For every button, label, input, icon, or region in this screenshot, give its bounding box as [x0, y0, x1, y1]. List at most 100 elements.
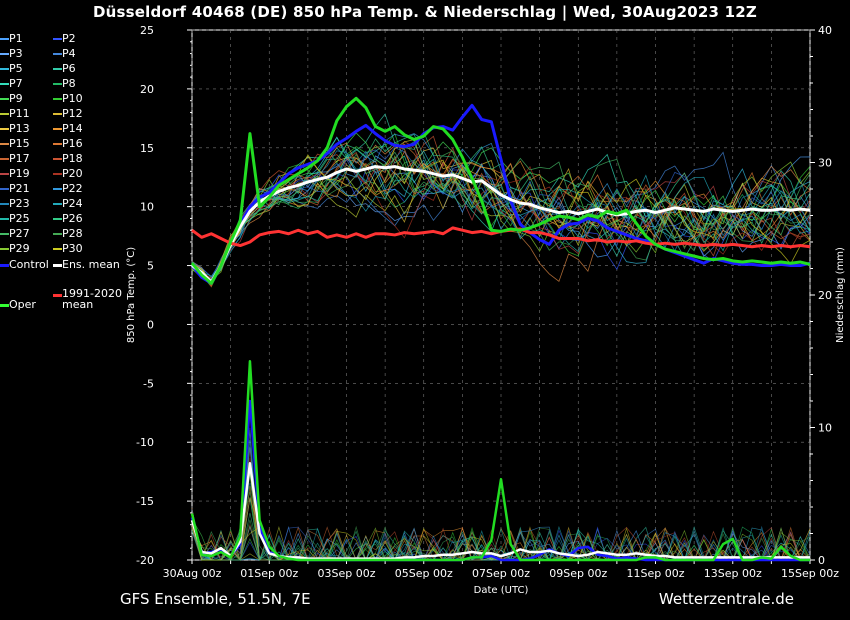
- legend-label: P12: [62, 107, 83, 120]
- y2-tick-label: 20: [818, 289, 832, 302]
- legend-label: P11: [9, 107, 30, 120]
- legend-label: Oper: [9, 298, 36, 311]
- y-tick-label: -10: [136, 436, 154, 449]
- member-temp-line: [191, 136, 811, 283]
- legend-swatch: [0, 203, 9, 205]
- legend-label: P26: [62, 212, 83, 225]
- legend-swatch: [0, 68, 9, 70]
- legend-swatch: [53, 98, 62, 100]
- legend-label: P29: [9, 242, 30, 255]
- legend-item: P29: [0, 242, 30, 256]
- member-temp-line: [191, 157, 811, 288]
- y-tick-label: 0: [147, 318, 154, 331]
- y2-tick-label: 0: [818, 554, 825, 567]
- legend-label: P14: [62, 122, 83, 135]
- legend-swatch: [53, 248, 62, 250]
- legend-item: P26: [53, 212, 83, 226]
- legend-swatch: [53, 143, 62, 145]
- legend-swatch: [53, 173, 62, 175]
- legend-swatch: [0, 263, 9, 267]
- legend-item: P19: [0, 167, 30, 181]
- legend-label: P15: [9, 137, 30, 150]
- legend-item: P30: [53, 242, 83, 256]
- legend-swatch: [53, 38, 62, 40]
- y2-tick-label: 10: [818, 422, 832, 435]
- legend-item: P8: [53, 77, 76, 91]
- legend-swatch: [0, 233, 9, 235]
- legend-swatch: [0, 158, 9, 160]
- source-credit: Wetterzentrale.de: [658, 590, 794, 608]
- legend-label: P18: [62, 152, 83, 165]
- member-temp-line: [191, 150, 811, 283]
- legend-swatch: [53, 158, 62, 160]
- y2-axis-label: Niederschlag (mm): [835, 247, 846, 343]
- legend-label: P7: [9, 77, 23, 90]
- x-tick-label: 09Sep 00z: [549, 567, 607, 580]
- legend-item: P16: [53, 137, 83, 151]
- member-temp-line: [191, 161, 811, 281]
- y-tick-label: 25: [140, 24, 154, 37]
- legend-swatch: [0, 113, 9, 115]
- x-tick-label: 03Sep 00z: [318, 567, 376, 580]
- x-tick-label: 13Sep 00z: [704, 567, 762, 580]
- legend-label: P28: [62, 227, 83, 240]
- legend-label: P4: [62, 47, 76, 60]
- y2-tick-label: 30: [818, 157, 832, 170]
- x-tick-label: 30Aug 00z: [163, 567, 222, 580]
- legend-label: P16: [62, 137, 83, 150]
- legend-swatch: [0, 128, 9, 130]
- legend-label: Control: [9, 258, 49, 271]
- x-tick-label: 07Sep 00z: [472, 567, 530, 580]
- legend-item: P20: [53, 167, 83, 181]
- legend-item: P5: [0, 62, 23, 76]
- legend-item: P22: [53, 182, 83, 196]
- legend-label: P6: [62, 62, 76, 75]
- legend-swatch: [53, 263, 62, 267]
- y-tick-label: -15: [136, 495, 154, 508]
- legend-label: P10: [62, 92, 83, 105]
- temp-line-ens-mean: [191, 165, 811, 284]
- y-tick-label: 20: [140, 83, 154, 96]
- legend-label: P17: [9, 152, 30, 165]
- legend-item: P2: [53, 32, 76, 46]
- legend-item: P14: [53, 122, 83, 136]
- legend-label: P30: [62, 242, 83, 255]
- legend-swatch: [0, 303, 9, 307]
- legend-label: P25: [9, 212, 30, 225]
- temp-line-oper: [190, 96, 811, 285]
- model-info: GFS Ensemble, 51.5N, 7E: [120, 590, 311, 608]
- temp-line-control: [190, 103, 811, 285]
- legend-item: P28: [53, 227, 83, 241]
- legend-label: P23: [9, 197, 30, 210]
- legend-item: P1: [0, 32, 23, 46]
- legend-label: P13: [9, 122, 30, 135]
- legend-item: Ens. mean: [53, 258, 120, 272]
- y-tick-label: 5: [147, 260, 154, 273]
- legend-swatch: [53, 53, 62, 55]
- legend-swatch: [53, 233, 62, 235]
- legend-swatch: [53, 218, 62, 220]
- legend-swatch: [53, 68, 62, 70]
- legend-swatch: [0, 188, 9, 190]
- legend-swatch: [0, 98, 9, 100]
- y-tick-label: 10: [140, 201, 154, 214]
- legend-label: P20: [62, 167, 83, 180]
- legend: P1 P2 P3 P4 P5 P6 P7 P8 P9 P10 P11 P12 P13 P14 P15 P16 P…: [0, 32, 130, 332]
- member-temp-line: [191, 150, 811, 284]
- legend-swatch: [0, 218, 9, 220]
- x-tick-label: 11Sep 00z: [627, 567, 685, 580]
- legend-item: P10: [53, 92, 83, 106]
- legend-swatch: [53, 113, 62, 115]
- legend-label: Ens. mean: [62, 258, 120, 271]
- legend-item: P12: [53, 107, 83, 121]
- legend-item: P18: [53, 152, 83, 166]
- legend-label: P22: [62, 182, 83, 195]
- legend-label: P1: [9, 32, 23, 45]
- member-temp-line: [191, 150, 811, 282]
- legend-item: P3: [0, 47, 23, 61]
- legend-swatch: [53, 83, 62, 85]
- member-temp-line: [191, 133, 811, 281]
- legend-item: P24: [53, 197, 83, 211]
- y-tick-label: 15: [140, 142, 154, 155]
